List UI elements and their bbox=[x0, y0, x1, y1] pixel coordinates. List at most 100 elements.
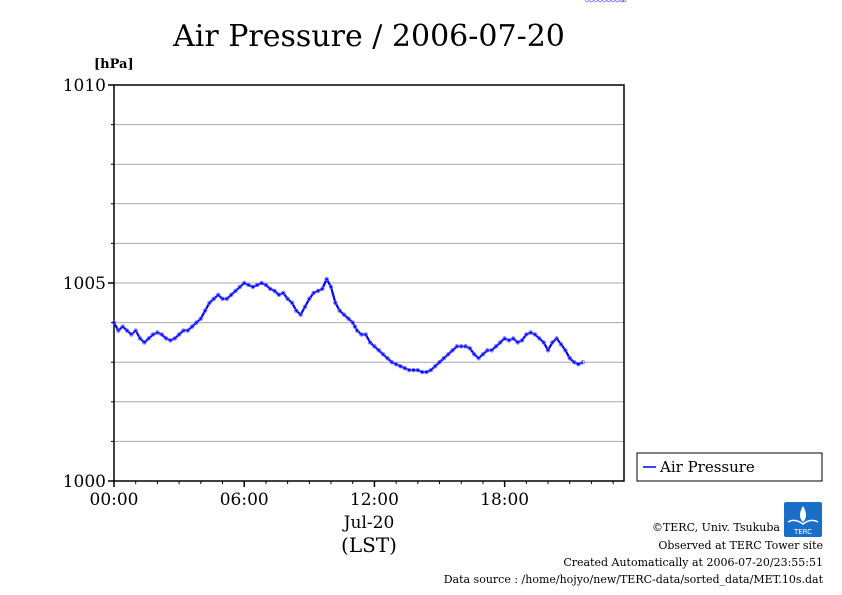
data-point bbox=[268, 286, 273, 292]
data-point bbox=[233, 288, 238, 294]
data-point bbox=[506, 338, 512, 343]
data-point bbox=[454, 344, 460, 349]
y-unit-label: [hPa] bbox=[94, 57, 134, 72]
x-axis-label: (LST) bbox=[341, 533, 397, 557]
data-point bbox=[367, 340, 373, 345]
data-point bbox=[419, 369, 425, 375]
data-point bbox=[163, 336, 169, 341]
data-point bbox=[142, 340, 147, 345]
data-point bbox=[621, 0, 627, 3]
data-point bbox=[354, 328, 360, 333]
data-point bbox=[532, 332, 538, 337]
x-tick-label: 18:00 bbox=[480, 490, 529, 510]
y-tick-label: 1000 bbox=[63, 472, 106, 492]
data-point bbox=[432, 363, 438, 369]
copyright-text: ©TERC, Univ. Tsukuba bbox=[652, 521, 780, 534]
data-point bbox=[493, 344, 499, 349]
data-point bbox=[515, 340, 520, 345]
data-point bbox=[289, 300, 295, 305]
data-point bbox=[619, 0, 625, 3]
data-point bbox=[198, 316, 204, 321]
x-tick-label: 12:00 bbox=[350, 490, 399, 510]
data-series bbox=[111, 0, 627, 375]
data-point bbox=[393, 361, 399, 367]
data-point bbox=[246, 282, 251, 288]
data-point bbox=[441, 356, 447, 361]
data-point bbox=[172, 336, 177, 341]
data-point bbox=[446, 352, 451, 357]
data-point bbox=[589, 0, 594, 3]
data-point bbox=[472, 352, 477, 357]
data-point bbox=[554, 336, 559, 341]
plot-frame bbox=[113, 84, 625, 482]
data-point bbox=[181, 328, 186, 333]
observed-text: Observed at TERC Tower site bbox=[658, 539, 823, 552]
data-point bbox=[511, 336, 516, 341]
data-point bbox=[350, 320, 355, 325]
data-point bbox=[302, 304, 308, 309]
data-point bbox=[159, 332, 164, 337]
data-point bbox=[168, 338, 173, 343]
legend-label: Air Pressure bbox=[659, 458, 755, 476]
data-point bbox=[437, 360, 442, 365]
data-point bbox=[281, 290, 286, 296]
data-point bbox=[202, 308, 208, 313]
data-point bbox=[307, 296, 312, 302]
data-point bbox=[485, 348, 490, 353]
y-axis-ticks: 1000 1005 1010 bbox=[63, 76, 114, 492]
data-point bbox=[189, 324, 195, 329]
data-point bbox=[467, 346, 473, 351]
data-point bbox=[346, 316, 351, 321]
legend: Air Pressure bbox=[636, 452, 823, 482]
data-point bbox=[402, 365, 408, 371]
data-point bbox=[476, 356, 481, 361]
data-point bbox=[298, 312, 303, 317]
data-point bbox=[567, 356, 572, 361]
data-point bbox=[563, 348, 568, 353]
x-date-label: Jul-20 bbox=[342, 513, 395, 533]
data-point bbox=[194, 320, 199, 325]
data-point bbox=[376, 348, 381, 353]
data-point bbox=[359, 332, 364, 337]
y-tick-label: 1010 bbox=[63, 76, 106, 96]
data-point bbox=[428, 367, 434, 373]
data-point bbox=[124, 328, 130, 333]
data-point bbox=[576, 361, 581, 367]
x-tick-label: 06:00 bbox=[220, 490, 269, 510]
series-line-air-pressure bbox=[113, 277, 584, 374]
data-point bbox=[584, 0, 590, 3]
data-point bbox=[294, 308, 299, 313]
data-point bbox=[597, 0, 603, 3]
data-point bbox=[137, 336, 143, 341]
data-point bbox=[111, 320, 117, 325]
data-point bbox=[571, 360, 577, 365]
logo-text: TERC bbox=[793, 528, 812, 536]
chart-title: Air Pressure / 2006-07-20 bbox=[172, 19, 565, 54]
data-point bbox=[255, 282, 260, 288]
data-point bbox=[146, 336, 151, 341]
data-point bbox=[524, 332, 529, 337]
y-tick-label: 1005 bbox=[63, 274, 106, 294]
data-point bbox=[337, 308, 342, 313]
data-point bbox=[176, 332, 182, 337]
data-point bbox=[237, 284, 243, 290]
data-point bbox=[328, 284, 334, 290]
data-point bbox=[602, 0, 607, 3]
water-drop-icon bbox=[800, 506, 806, 522]
data-point bbox=[459, 344, 464, 349]
source-text: Data source : /home/hojyo/new/TERC-data/… bbox=[444, 573, 824, 586]
data-point bbox=[259, 280, 264, 286]
data-point bbox=[389, 360, 394, 365]
created-text: Created Automatically at 2006-07-20/23:5… bbox=[563, 556, 823, 569]
data-point bbox=[320, 286, 325, 292]
data-point bbox=[220, 296, 225, 302]
data-point bbox=[528, 330, 533, 335]
data-point bbox=[133, 328, 138, 333]
data-point bbox=[185, 328, 190, 333]
data-point bbox=[593, 0, 598, 3]
data-point bbox=[519, 338, 525, 343]
data-point bbox=[341, 312, 347, 317]
data-point bbox=[272, 288, 277, 294]
data-point bbox=[263, 282, 269, 288]
